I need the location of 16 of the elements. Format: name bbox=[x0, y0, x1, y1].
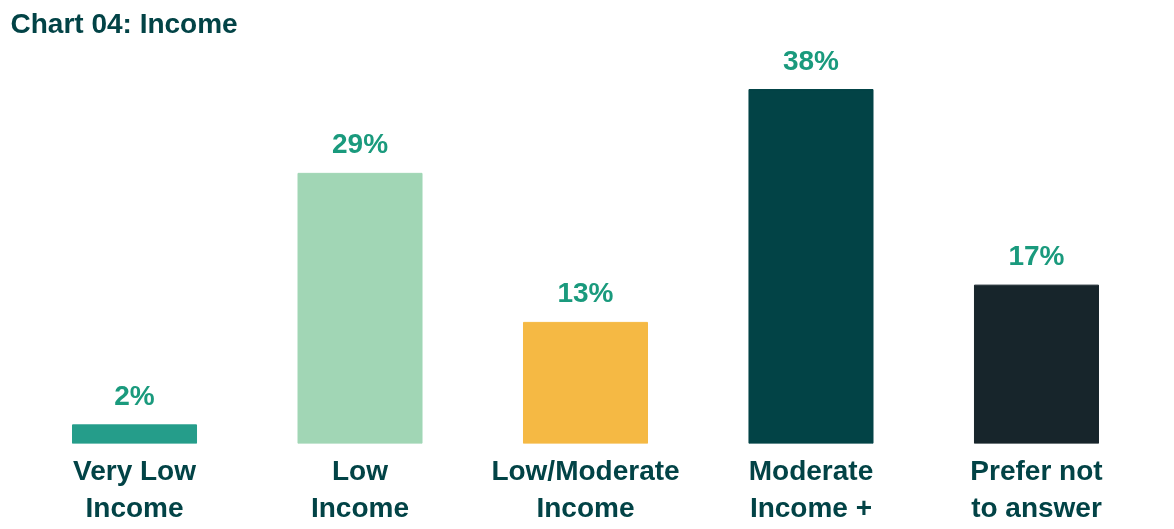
bar bbox=[973, 284, 1099, 444]
bar bbox=[72, 424, 198, 444]
x-tick-label: Low/Moderate Income bbox=[491, 454, 680, 523]
data-label: 38% bbox=[782, 44, 840, 76]
x-tick-label: Prefer not to answer bbox=[970, 454, 1103, 523]
chart-title: Chart 04: Income bbox=[10, 7, 238, 39]
data-label: 2% bbox=[114, 379, 155, 411]
data-label: 29% bbox=[331, 128, 389, 160]
bar bbox=[297, 172, 423, 444]
x-tick-label: Low Income bbox=[311, 454, 410, 523]
x-tick-label: Moderate Income + bbox=[748, 454, 874, 523]
data-label: 17% bbox=[1008, 240, 1065, 272]
data-label: 13% bbox=[557, 277, 614, 309]
bar bbox=[522, 321, 649, 444]
bar bbox=[748, 89, 874, 444]
x-tick-label: Very Low Income bbox=[73, 454, 197, 523]
